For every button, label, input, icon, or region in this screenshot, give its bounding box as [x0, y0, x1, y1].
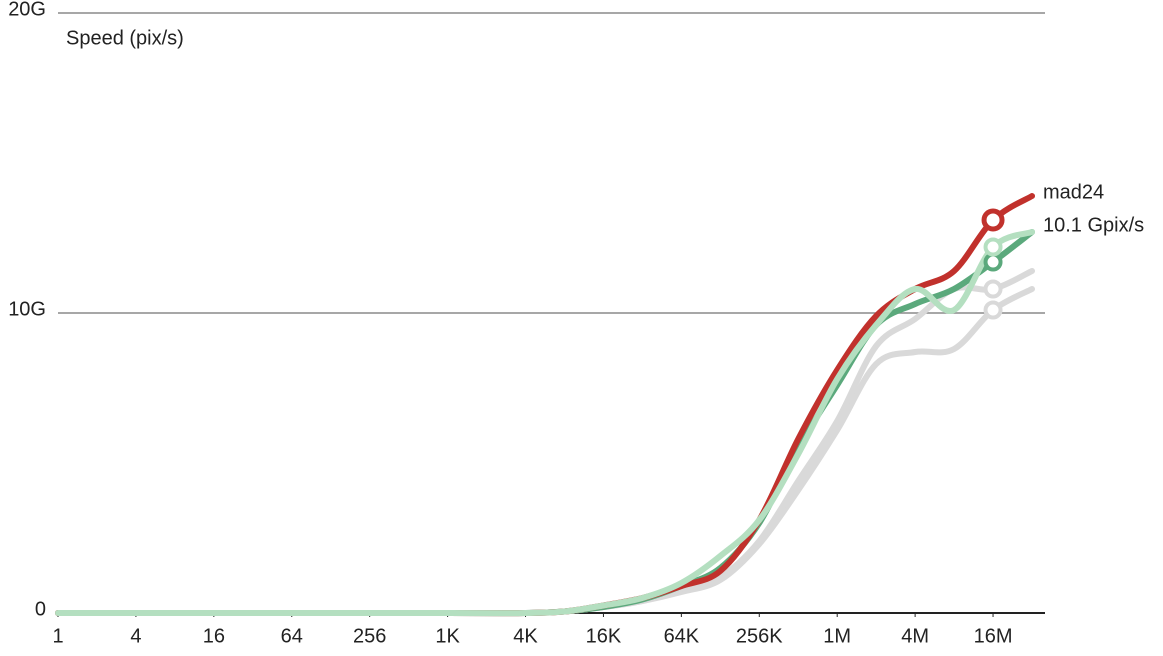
annotation: 10.1 Gpix/s [1043, 214, 1144, 236]
series-line [55, 229, 1035, 617]
y-tick-label: 10G [8, 298, 46, 320]
series-line [55, 193, 1035, 617]
x-tick-label: 1 [52, 625, 63, 647]
x-tick-label: 16K [586, 625, 622, 647]
x-tick-label: 256 [353, 625, 386, 647]
series-marker [983, 279, 1003, 299]
series-marker [983, 237, 1003, 257]
y-axis-label: Speed (pix/s) [66, 27, 184, 49]
x-tick-label: 4 [130, 625, 141, 647]
x-tick-label: 1K [435, 625, 460, 647]
x-tick-label: 4K [513, 625, 538, 647]
x-tick-label: 4M [901, 625, 929, 647]
series-marker [983, 252, 1003, 272]
series-line [55, 268, 1035, 617]
x-tick-label: 16M [974, 625, 1013, 647]
x-tick-label: 16 [203, 625, 225, 647]
series-marker [983, 300, 1003, 320]
x-tick-label: 64 [281, 625, 303, 647]
series-label: mad24 [1043, 181, 1104, 203]
series-line [55, 229, 1035, 617]
y-tick-label: 0 [35, 598, 46, 620]
series-marker [981, 208, 1005, 232]
x-tick-label: 1M [823, 625, 851, 647]
x-tick-label: 256K [736, 625, 783, 647]
x-tick-label: 64K [664, 625, 700, 647]
y-tick-label: 20G [8, 0, 46, 20]
